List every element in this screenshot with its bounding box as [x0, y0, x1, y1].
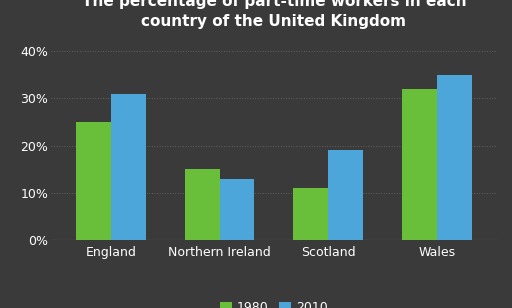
- Bar: [111, 94, 146, 240]
- Bar: [293, 188, 328, 240]
- Bar: [220, 179, 254, 240]
- Bar: [437, 75, 472, 240]
- Title: The percentage of part-time workers in each
country of the United Kingdom: The percentage of part-time workers in e…: [81, 0, 466, 29]
- Bar: [76, 122, 111, 240]
- Legend: 1980, 2010: 1980, 2010: [215, 296, 333, 308]
- Bar: [402, 89, 437, 240]
- Bar: [185, 169, 220, 240]
- Bar: [328, 150, 363, 240]
